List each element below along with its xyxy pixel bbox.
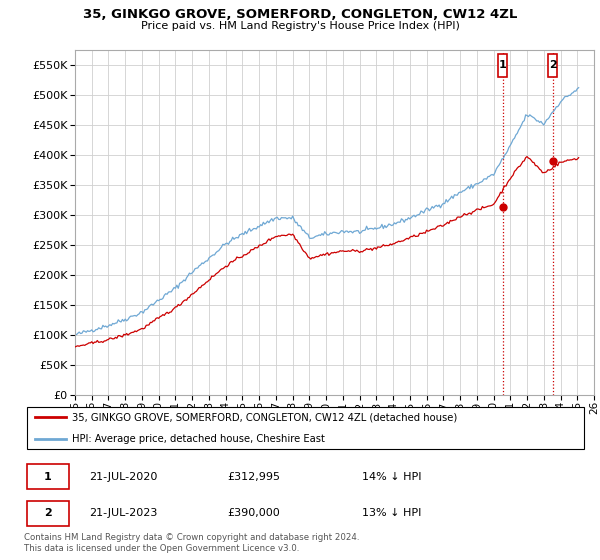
Text: 35, GINKGO GROVE, SOMERFORD, CONGLETON, CW12 4ZL: 35, GINKGO GROVE, SOMERFORD, CONGLETON, … — [83, 8, 517, 21]
FancyBboxPatch shape — [548, 54, 557, 77]
Text: 14% ↓ HPI: 14% ↓ HPI — [362, 472, 422, 482]
Text: £312,995: £312,995 — [227, 472, 280, 482]
Text: Price paid vs. HM Land Registry's House Price Index (HPI): Price paid vs. HM Land Registry's House … — [140, 21, 460, 31]
Text: HPI: Average price, detached house, Cheshire East: HPI: Average price, detached house, Ches… — [72, 435, 325, 444]
Text: 13% ↓ HPI: 13% ↓ HPI — [362, 508, 422, 518]
Text: 1: 1 — [499, 60, 506, 71]
FancyBboxPatch shape — [498, 54, 507, 77]
Text: 21-JUL-2023: 21-JUL-2023 — [89, 508, 157, 518]
Text: £390,000: £390,000 — [227, 508, 280, 518]
Text: Contains HM Land Registry data © Crown copyright and database right 2024.
This d: Contains HM Land Registry data © Crown c… — [24, 533, 359, 553]
FancyBboxPatch shape — [27, 464, 69, 489]
FancyBboxPatch shape — [27, 407, 584, 449]
Text: 2: 2 — [549, 60, 557, 71]
Text: 35, GINKGO GROVE, SOMERFORD, CONGLETON, CW12 4ZL (detached house): 35, GINKGO GROVE, SOMERFORD, CONGLETON, … — [72, 412, 457, 422]
FancyBboxPatch shape — [27, 501, 69, 525]
Text: 21-JUL-2020: 21-JUL-2020 — [89, 472, 157, 482]
Text: 2: 2 — [44, 508, 52, 518]
Text: 1: 1 — [44, 472, 52, 482]
